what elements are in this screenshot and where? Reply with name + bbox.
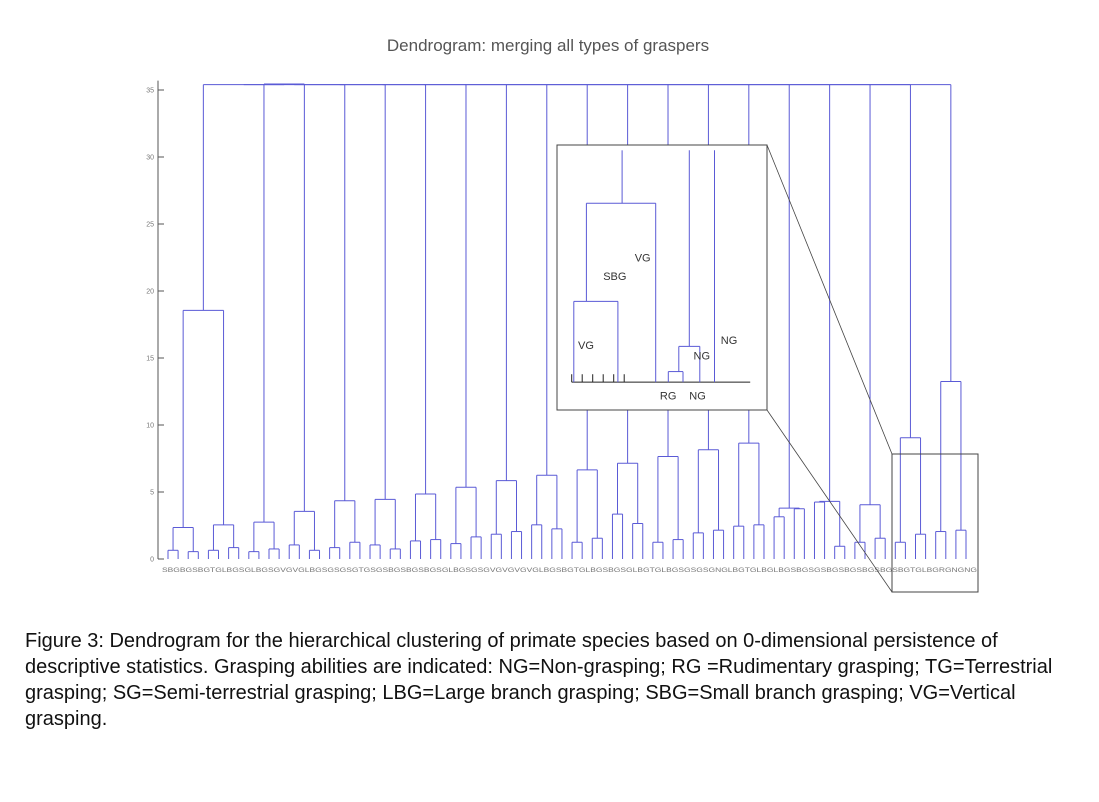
dendrogram-merge (697, 449, 720, 533)
dendrogram-merge (914, 533, 927, 559)
inset-label: VG (578, 340, 594, 352)
dendrogram-merge (212, 524, 235, 551)
dendrogram-merge (294, 84, 386, 500)
dendrogram-merge (248, 551, 260, 559)
dendrogram-merge (329, 547, 341, 559)
figure-caption: Figure 3: Dendrogram for the hierarchica… (25, 630, 1053, 730)
dendrogram-merge (834, 545, 846, 559)
inset-label: SBG (603, 271, 626, 283)
dendrogram-merge (409, 540, 422, 559)
dendrogram-merge (339, 84, 427, 495)
inset-label: RG (660, 390, 677, 402)
dendrogram-merge (591, 537, 603, 559)
dendrogram-merge (424, 84, 507, 481)
dendrogram-merge (349, 541, 361, 559)
dendrogram-merge (874, 537, 886, 559)
dendrogram-merge (935, 531, 947, 559)
zoom-inset: VG SBG VG NG NG RG NG (556, 144, 979, 593)
dendrogram-merge (793, 508, 805, 559)
dendrogram-merge (172, 527, 194, 552)
y-tick-label: 5 (150, 490, 154, 497)
dendrogram-merge (268, 548, 280, 559)
dendrogram-merge (955, 529, 967, 559)
dendrogram-merge (753, 524, 765, 559)
dendrogram-merge (495, 480, 517, 535)
zoom-connector-bottom (766, 409, 893, 593)
inset-label: VG (635, 253, 651, 265)
y-tick-label: 30 (146, 155, 154, 162)
dendrogram-merge (455, 486, 477, 544)
dendrogram-merge (414, 493, 437, 541)
dendrogram-merge (167, 549, 179, 559)
dendrogram-merge (450, 543, 462, 559)
dendrogram-merge (940, 380, 962, 532)
leaf-label-strip: SBGBGSBGTGLBGSGLBGSGVGVGLBGSGSGSGTGSGSBG… (162, 567, 977, 574)
dendrogram-merge (308, 549, 321, 559)
dendrogram-merge (207, 549, 220, 559)
dendrogram-merge (228, 547, 240, 559)
y-tick-label: 20 (146, 289, 154, 296)
y-tick-label: 0 (150, 557, 154, 564)
dendrogram-merge (374, 498, 396, 549)
dendrogram-merge (510, 531, 523, 559)
dendrogram-merge (712, 529, 725, 559)
y-tick-label: 15 (146, 356, 154, 363)
dendrogram-merge (369, 544, 381, 559)
dendrogram-merge (894, 541, 906, 559)
inset-label: NG (694, 351, 711, 363)
dendrogram-merge (334, 500, 356, 548)
y-tick-label: 10 (146, 423, 154, 430)
dendrogram-merge (738, 442, 760, 527)
dendrogram-merge (263, 83, 305, 523)
dendrogram-merge (692, 532, 704, 559)
dendrogram-merge (813, 501, 826, 559)
dendrogram-merge (389, 548, 401, 559)
dendrogram-merge (288, 544, 300, 559)
dendrogram-merge (652, 541, 664, 559)
y-tick-label: 25 (146, 222, 154, 229)
dendrogram-merge (773, 516, 785, 559)
dendrogram-merge (243, 84, 346, 501)
dendrogram-merge (672, 539, 684, 559)
dendrogram-merge (778, 507, 800, 517)
dendrogram-merge (536, 474, 558, 529)
dendrogram-merge (382, 84, 467, 488)
inset-frame (556, 144, 768, 411)
dendrogram-merge (859, 504, 881, 543)
dendrogram-merge (531, 524, 543, 559)
dendrogram-merge (571, 541, 583, 559)
dendrogram-merge (253, 521, 275, 552)
dendrogram-merge (819, 500, 841, 547)
dendrogram-merge (182, 309, 225, 528)
chart-title: Dendrogram: merging all types of grasper… (387, 36, 709, 55)
dendrogram-merge (202, 83, 285, 311)
dendrogram-merge (632, 522, 644, 559)
zoom-source-box (891, 453, 979, 593)
y-axis: 0 5 10 15 20 25 30 35 (146, 80, 164, 564)
dendrogram-merge (470, 536, 482, 559)
dendrogram-merge (430, 539, 442, 559)
y-tick-label: 35 (146, 88, 154, 95)
inset-label: NG (721, 335, 738, 347)
dendrogram-merge (733, 525, 745, 559)
zoom-connector-top (766, 144, 893, 455)
dendrogram-merge (899, 437, 922, 543)
dendrogram-merge (870, 84, 952, 382)
dendrogram-merge (576, 469, 598, 543)
dendrogram-merge (490, 533, 502, 559)
dendrogram-merge (657, 455, 679, 543)
dendrogram-merge (187, 551, 199, 559)
inset-label: NG (689, 390, 706, 402)
dendrogram-merge (551, 528, 563, 559)
dendrogram-merge (611, 513, 624, 559)
